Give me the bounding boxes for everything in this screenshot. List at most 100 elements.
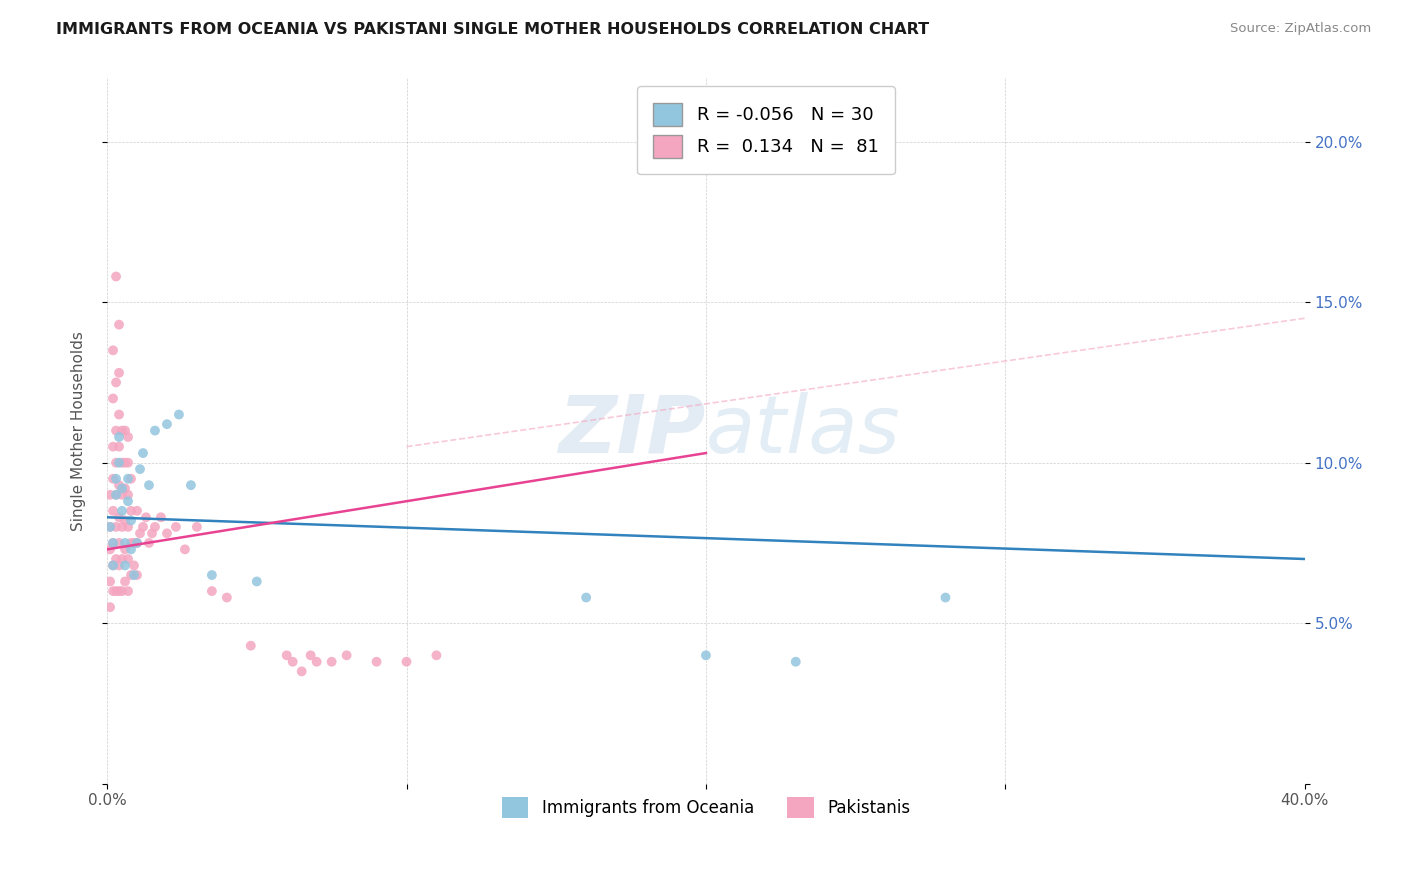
Text: ZIP: ZIP [558,392,706,469]
Point [366,655,388,669]
Point [108,318,131,332]
Point [122,558,145,573]
Point [114,558,136,573]
Point [132,446,155,460]
Point [114,482,136,496]
Point [122,568,145,582]
Point [167,408,190,422]
Point [425,648,447,663]
Point [105,269,128,284]
Point [117,472,139,486]
Point [165,520,187,534]
Point [117,494,139,508]
Point [108,558,131,573]
Point [120,504,142,518]
Text: Source: ZipAtlas.com: Source: ZipAtlas.com [1230,22,1371,36]
Point [156,526,179,541]
Point [101,536,124,550]
Point [174,542,197,557]
Point [105,584,128,599]
Point [114,424,136,438]
Point [129,462,152,476]
Point [111,520,134,534]
Point [120,472,142,486]
Point [105,488,128,502]
Point [98,520,121,534]
Point [246,574,269,589]
Point [132,520,155,534]
Point [117,552,139,566]
Point [101,558,124,573]
Point [149,510,172,524]
Point [111,424,134,438]
Point [101,343,124,358]
Point [125,504,148,518]
Point [201,584,224,599]
Point [695,648,717,663]
Point [117,430,139,444]
Point [239,639,262,653]
Point [108,440,131,454]
Point [108,366,131,380]
Point [934,591,956,605]
Point [105,456,128,470]
Point [108,478,131,492]
Point [108,536,131,550]
Text: IMMIGRANTS FROM OCEANIA VS PAKISTANI SINGLE MOTHER HOUSEHOLDS CORRELATION CHART: IMMIGRANTS FROM OCEANIA VS PAKISTANI SIN… [56,22,929,37]
Point [111,488,134,502]
Point [117,520,139,534]
Point [101,392,124,406]
Point [129,526,152,541]
Point [299,648,322,663]
Point [201,568,224,582]
Y-axis label: Single Mother Households: Single Mother Households [72,331,86,531]
Point [125,536,148,550]
Point [117,456,139,470]
Legend: Immigrants from Oceania, Pakistanis: Immigrants from Oceania, Pakistanis [495,790,917,825]
Point [125,568,148,582]
Point [305,655,328,669]
Point [98,520,121,534]
Point [143,424,166,438]
Point [215,591,238,605]
Point [108,456,131,470]
Point [281,655,304,669]
Point [105,488,128,502]
Point [135,510,157,524]
Point [180,478,202,492]
Point [98,574,121,589]
Point [98,542,121,557]
Point [138,478,160,492]
Point [98,600,121,615]
Point [143,520,166,534]
Point [111,504,134,518]
Point [138,536,160,550]
Point [120,542,142,557]
Point [117,488,139,502]
Point [98,488,121,502]
Point [120,513,142,527]
Point [114,574,136,589]
Point [125,536,148,550]
Point [111,482,134,496]
Point [395,655,418,669]
Point [575,591,598,605]
Point [101,558,124,573]
Point [122,536,145,550]
Point [101,440,124,454]
Point [117,584,139,599]
Point [120,536,142,550]
Point [108,510,131,524]
Point [120,568,142,582]
Point [291,665,314,679]
Point [321,655,343,669]
Point [114,513,136,527]
Point [105,424,128,438]
Point [114,456,136,470]
Point [114,542,136,557]
Point [101,536,124,550]
Point [101,504,124,518]
Point [111,584,134,599]
Point [101,472,124,486]
Point [108,408,131,422]
